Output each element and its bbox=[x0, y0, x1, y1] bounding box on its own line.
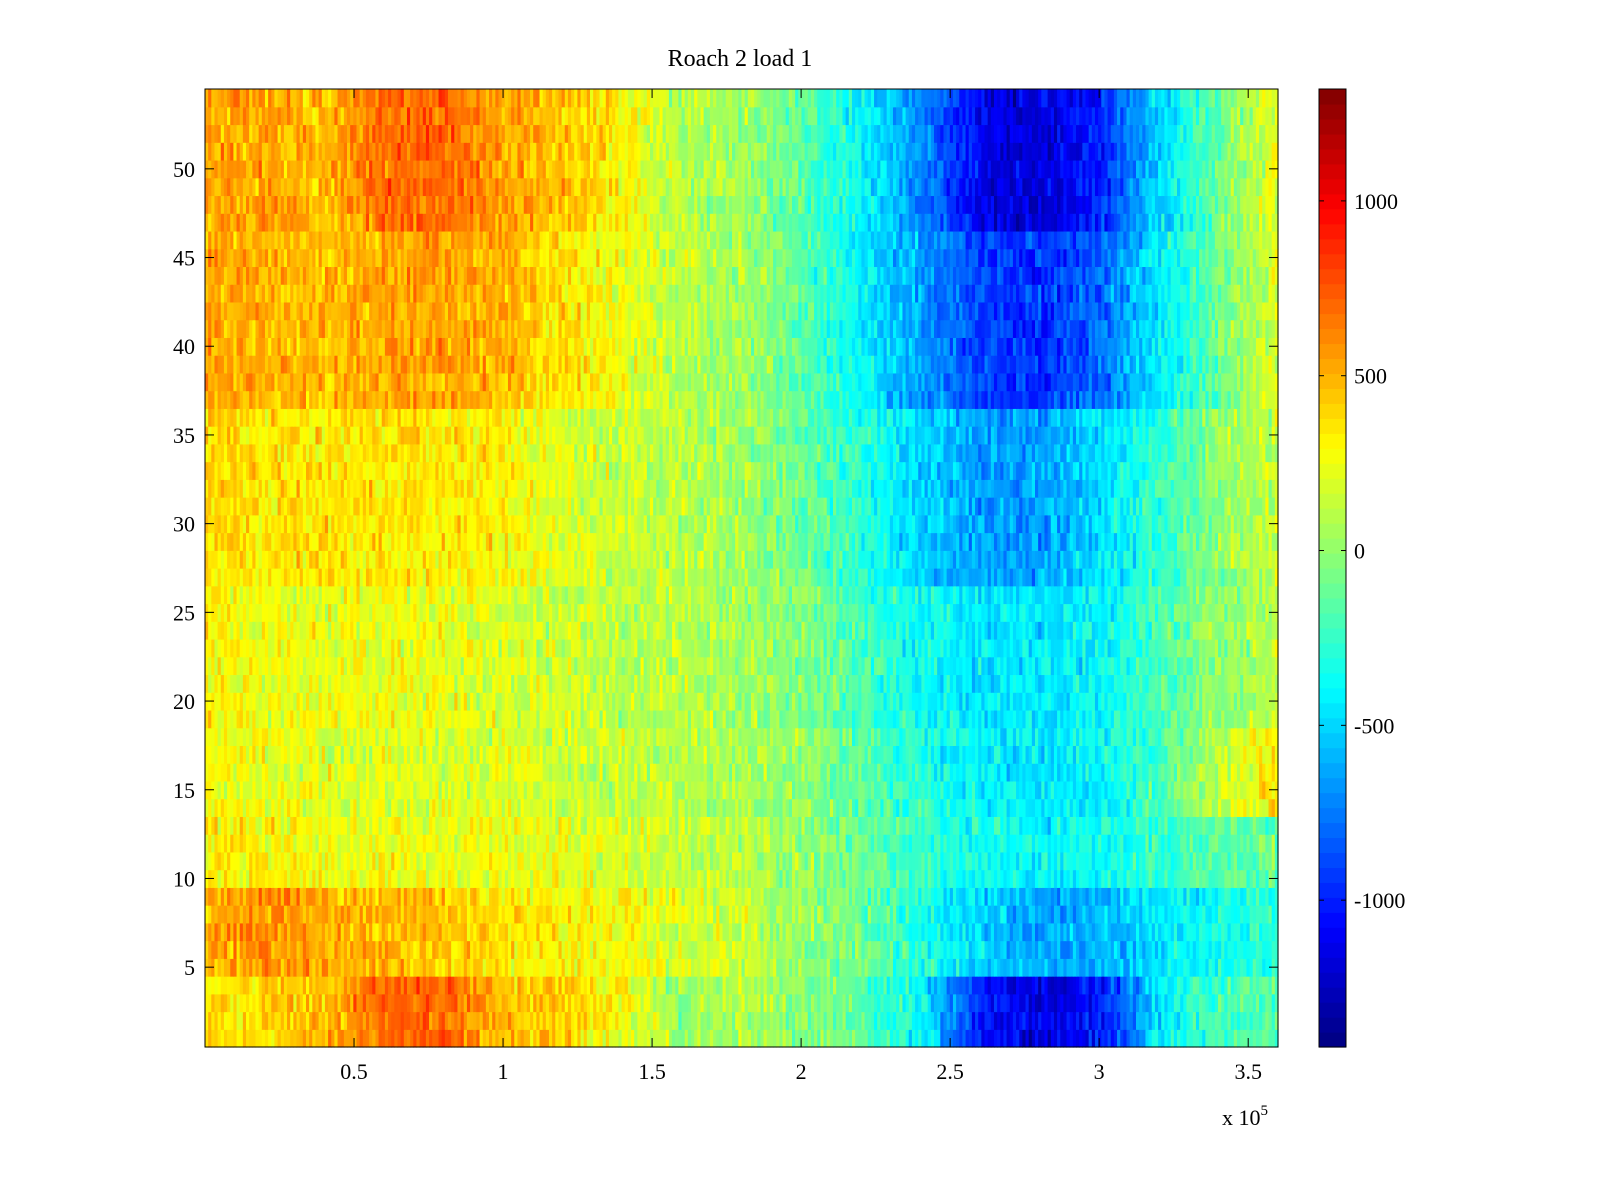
heatmap-cells bbox=[205, 89, 1279, 1048]
chart-title: Roach 2 load 1 bbox=[668, 46, 813, 72]
